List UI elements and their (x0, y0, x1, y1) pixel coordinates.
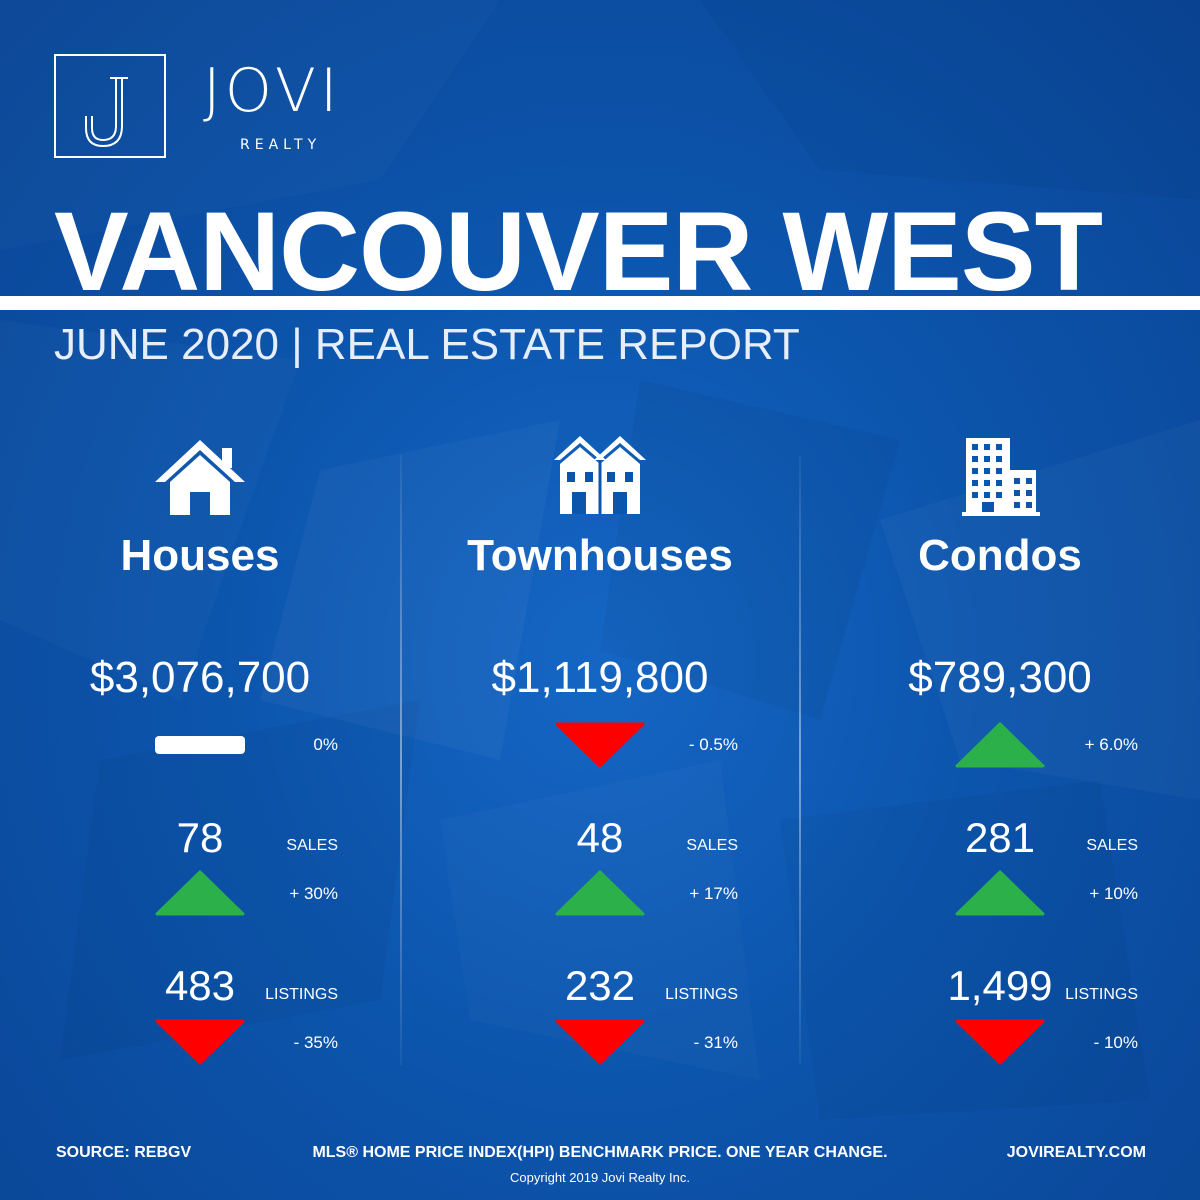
sales-change: + 10% (1089, 884, 1138, 903)
column-divider (400, 455, 402, 1065)
listings-label: LISTINGS (265, 986, 338, 1003)
benchmark-price: $3,076,700 (89, 653, 311, 702)
listings-change: - 10% (1093, 1033, 1138, 1052)
category-name: Townhouses (467, 531, 733, 580)
price-change: - 0.5% (688, 735, 738, 754)
benchmark-price: $789,300 (908, 653, 1092, 702)
jovi-monogram-logo (85, 77, 128, 148)
condos-column: Condos $789,300 + 6.0% 281 SALES + 10% 1… (800, 430, 1200, 1110)
column-divider (799, 455, 801, 1065)
listings-count: 232 (564, 962, 636, 1009)
listings-change: - 31% (693, 1033, 738, 1052)
copyright: Copyright 2019 Jovi Realty Inc. (510, 1170, 690, 1185)
category-name: Condos (918, 531, 1082, 580)
townhouse-icon (554, 436, 646, 514)
title-underline (0, 296, 1200, 310)
listings-count: 483 (164, 962, 236, 1009)
brand-subname: REALTY (240, 137, 322, 153)
sales-count: 78 (176, 814, 224, 861)
up-arrow-icon (955, 722, 1045, 768)
listings-label: LISTINGS (665, 986, 738, 1003)
price-change: + 6.0% (1084, 735, 1138, 754)
up-arrow-icon (555, 870, 645, 916)
condo-building-icon (962, 438, 1040, 516)
sales-label: SALES (686, 837, 738, 854)
logo-box (54, 54, 166, 158)
listings-change: - 35% (293, 1033, 338, 1052)
sales-count: 48 (576, 814, 624, 861)
listings-count: 1,499 (947, 962, 1053, 1009)
down-arrow-icon (955, 1019, 1045, 1065)
up-arrow-icon (155, 870, 245, 916)
report-subtitle: JUNE 2020 | REAL ESTATE REPORT (54, 320, 800, 369)
page-title: VANCOUVER WEST (54, 189, 1103, 314)
sales-label: SALES (286, 837, 338, 854)
category-name: Houses (120, 531, 280, 580)
up-arrow-icon (955, 870, 1045, 916)
sales-change: + 30% (289, 884, 338, 903)
house-icon (155, 440, 245, 515)
hpi-footnote: MLS® HOME PRICE INDEX(HPI) BENCHMARK PRI… (312, 1144, 888, 1161)
website-link[interactable]: JOVIREALTY.COM (1006, 1144, 1146, 1161)
price-change: 0% (313, 735, 338, 754)
flat-trend-bar (155, 736, 245, 754)
down-arrow-icon (555, 1019, 645, 1065)
benchmark-price: $1,119,800 (491, 653, 709, 702)
sales-count: 281 (964, 814, 1036, 861)
source-note: SOURCE: REBGV (56, 1144, 192, 1161)
down-arrow-icon (555, 722, 645, 768)
houses-column: Houses $3,076,700 0% 78 SALES + 30% 483 … (0, 430, 400, 1110)
sales-change: + 17% (689, 884, 738, 903)
brand-name: JOVI (203, 56, 342, 126)
sales-label: SALES (1086, 837, 1138, 854)
townhouses-column: Townhouses $1,119,800 - 0.5% 48 SALES + … (400, 430, 800, 1110)
down-arrow-icon (155, 1019, 245, 1065)
listings-label: LISTINGS (1065, 986, 1138, 1003)
